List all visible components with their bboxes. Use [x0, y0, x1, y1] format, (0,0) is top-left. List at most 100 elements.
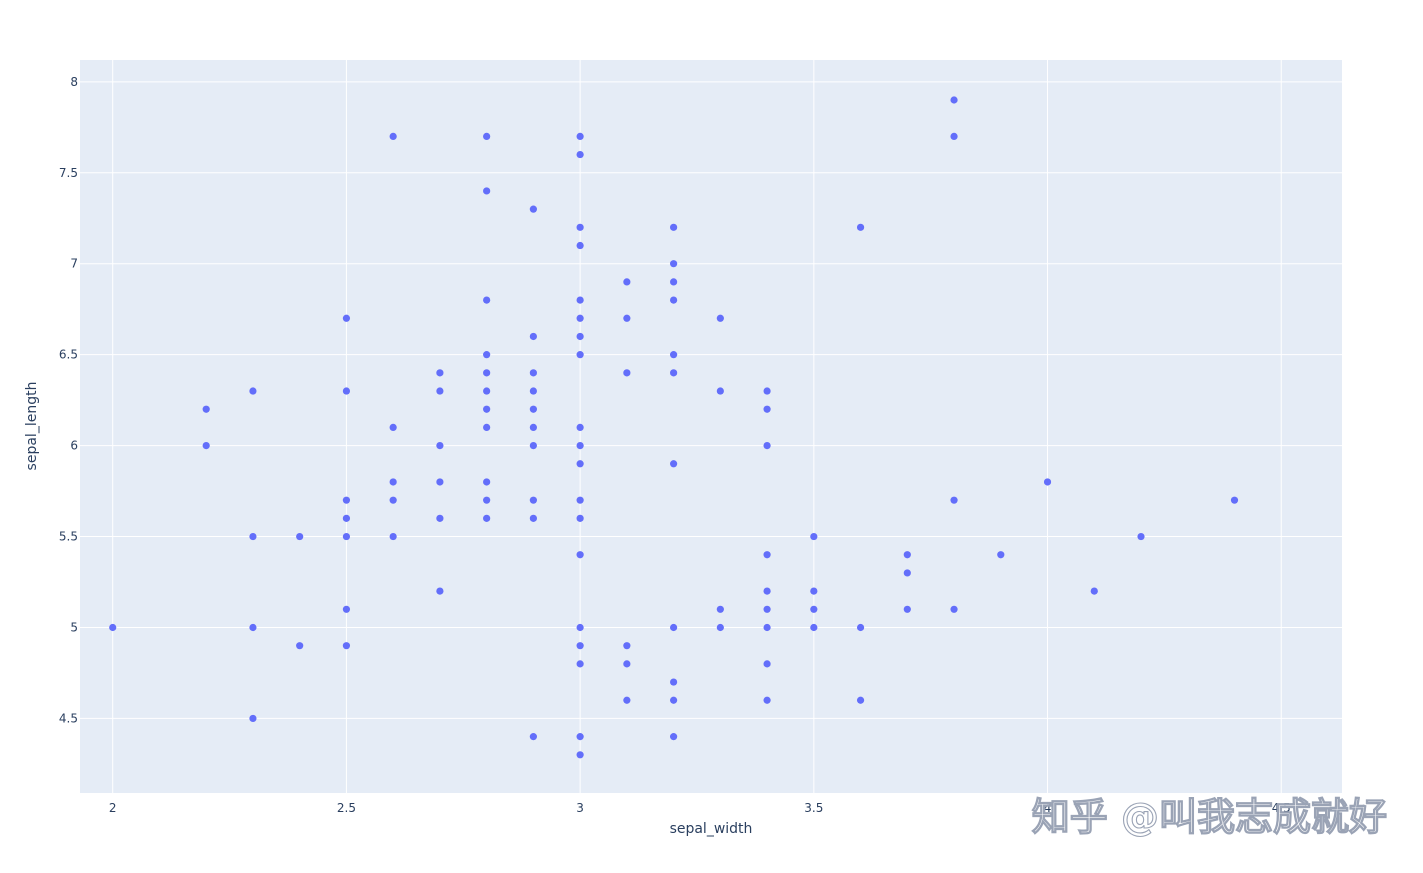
data-point[interactable] [483, 351, 491, 359]
data-point[interactable] [576, 441, 584, 450]
data-point[interactable] [716, 387, 724, 395]
data-point[interactable] [623, 369, 631, 377]
data-point[interactable] [623, 660, 631, 668]
data-point[interactable] [997, 551, 1005, 559]
data-point[interactable] [670, 260, 678, 268]
data-point[interactable] [670, 460, 678, 468]
data-point[interactable] [436, 514, 444, 522]
data-point[interactable] [810, 587, 818, 595]
data-point[interactable] [483, 387, 491, 395]
data-point[interactable] [249, 623, 257, 632]
data-point[interactable] [623, 278, 631, 286]
data-point[interactable] [576, 351, 584, 359]
data-point[interactable] [249, 387, 257, 395]
data-point[interactable] [576, 514, 584, 522]
data-point[interactable] [903, 605, 911, 613]
data-point[interactable] [342, 496, 351, 504]
data-point[interactable] [670, 369, 678, 377]
data-point[interactable] [670, 278, 678, 286]
data-point[interactable] [576, 623, 584, 632]
data-point[interactable] [342, 642, 351, 650]
data-point[interactable] [529, 441, 537, 450]
data-point[interactable] [436, 387, 444, 395]
data-point[interactable] [950, 96, 958, 104]
data-point[interactable] [670, 296, 678, 304]
data-point[interactable] [529, 332, 537, 341]
data-point[interactable] [623, 314, 631, 322]
data-point[interactable] [529, 496, 537, 504]
data-point[interactable] [810, 532, 818, 541]
data-point[interactable] [576, 642, 584, 650]
data-point[interactable] [763, 387, 771, 395]
data-point[interactable] [763, 660, 771, 668]
data-point[interactable] [763, 605, 771, 613]
data-point[interactable] [436, 441, 444, 450]
data-point[interactable] [249, 532, 257, 541]
data-point[interactable] [483, 405, 491, 413]
data-point[interactable] [436, 369, 444, 377]
data-point[interactable] [483, 423, 491, 432]
data-point[interactable] [856, 696, 865, 704]
data-point[interactable] [576, 296, 584, 304]
data-point[interactable] [483, 369, 491, 377]
data-point[interactable] [576, 733, 584, 741]
data-point[interactable] [903, 569, 911, 577]
data-point[interactable] [1137, 532, 1145, 541]
data-point[interactable] [389, 132, 397, 140]
data-point[interactable] [483, 296, 491, 304]
data-point[interactable] [436, 587, 444, 595]
data-point[interactable] [529, 405, 537, 413]
data-point[interactable] [1043, 478, 1052, 486]
data-point[interactable] [950, 496, 958, 504]
data-point[interactable] [950, 132, 958, 140]
data-point[interactable] [576, 332, 584, 341]
data-point[interactable] [202, 405, 210, 413]
data-point[interactable] [576, 460, 584, 468]
data-point[interactable] [670, 696, 678, 704]
data-point[interactable] [763, 587, 771, 595]
data-point[interactable] [763, 551, 771, 559]
data-point[interactable] [109, 623, 117, 632]
data-point[interactable] [856, 223, 865, 231]
data-point[interactable] [483, 132, 491, 140]
data-point[interactable] [389, 423, 397, 432]
data-point[interactable] [576, 132, 584, 140]
data-point[interactable] [249, 714, 257, 723]
data-point[interactable] [1090, 587, 1098, 595]
data-point[interactable] [296, 642, 304, 650]
data-point[interactable] [342, 314, 351, 322]
data-point[interactable] [763, 696, 771, 704]
data-point[interactable] [389, 496, 397, 504]
data-point[interactable] [296, 532, 304, 541]
data-point[interactable] [342, 387, 351, 395]
data-point[interactable] [810, 605, 818, 613]
data-point[interactable] [1230, 496, 1239, 504]
data-point[interactable] [623, 642, 631, 650]
data-point[interactable] [903, 551, 911, 559]
data-point[interactable] [529, 514, 537, 522]
data-point[interactable] [529, 387, 537, 395]
data-point[interactable] [483, 187, 491, 195]
data-point[interactable] [670, 223, 678, 231]
data-point[interactable] [576, 423, 584, 432]
data-point[interactable] [576, 241, 584, 250]
data-point[interactable] [856, 623, 865, 632]
data-point[interactable] [670, 623, 678, 632]
data-point[interactable] [342, 605, 351, 613]
data-point[interactable] [670, 678, 678, 686]
data-point[interactable] [763, 441, 771, 450]
data-point[interactable] [576, 660, 584, 668]
data-point[interactable] [483, 496, 491, 504]
data-point[interactable] [342, 532, 351, 541]
data-point[interactable] [529, 369, 537, 377]
data-point[interactable] [202, 441, 210, 450]
data-point[interactable] [576, 751, 584, 759]
data-point[interactable] [483, 514, 491, 522]
data-point[interactable] [529, 205, 537, 213]
data-point[interactable] [483, 478, 491, 486]
data-point[interactable] [529, 733, 537, 741]
data-point[interactable] [576, 496, 584, 504]
data-point[interactable] [810, 623, 818, 632]
data-point[interactable] [576, 223, 584, 231]
data-point[interactable] [763, 405, 771, 413]
